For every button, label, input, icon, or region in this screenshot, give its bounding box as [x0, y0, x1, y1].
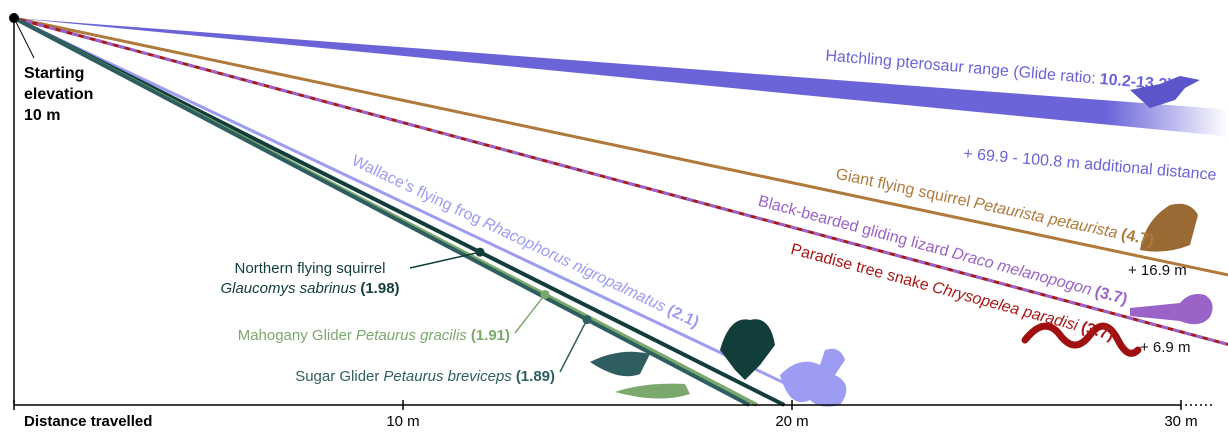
x-tick-label: 30 m — [1164, 413, 1197, 430]
species-name: Giant flying squirrel — [834, 166, 972, 211]
leader-dot — [540, 290, 550, 300]
frog-icon — [780, 348, 847, 407]
pterosaur-icon — [1130, 76, 1200, 108]
glide-ratio-label: (3.7) — [1093, 283, 1129, 308]
start-label: elevation — [24, 86, 93, 103]
species-scientific: Petaurus breviceps — [383, 368, 512, 385]
start-leader — [13, 17, 35, 59]
glide-line — [13, 16, 832, 407]
leader-dot — [475, 247, 485, 257]
x-tick-label: 20 m — [775, 413, 808, 430]
range-name: Hatchling pterosaur range (Glide ratio: — [825, 48, 1097, 88]
lizard-icon — [1130, 294, 1213, 325]
glide-ratio-label: (1.98) — [360, 280, 399, 297]
species-label: Sugar Glider Petaurus breviceps (1.89) — [295, 368, 555, 385]
leader-dot — [582, 315, 592, 325]
leader-line — [514, 294, 546, 334]
glide-ratio-label: (4.7) — [1120, 226, 1156, 249]
northern-squirrel-icon — [720, 319, 775, 380]
x-axis-label: Distance travelled — [24, 413, 152, 430]
extra-distance: + 6.9 m — [1140, 339, 1190, 356]
species-scientific: Petaurus gracilis — [356, 327, 467, 344]
species-scientific: Glaucomys sabrinus — [220, 280, 356, 297]
species-name: Northern flying squirrel — [235, 260, 386, 277]
species-label: Northern flying squirrel Glaucomys sabrin… — [220, 260, 399, 297]
glide-line — [13, 16, 1228, 277]
mahogany-glider-icon — [615, 383, 690, 399]
giant-squirrel-icon — [1140, 203, 1198, 252]
extra-distance: + 16.9 m — [1128, 262, 1187, 279]
species-label: Mahogany Glider Petaurus gracilis (1.91) — [238, 327, 510, 344]
species-name: Sugar Glider — [295, 368, 379, 385]
species-label: Wallace's flying frogRhacophorus nigropa… — [349, 152, 702, 331]
species-name: Wallace's flying frog — [349, 152, 484, 228]
glide-ratio-label: (1.91) — [471, 327, 510, 344]
glide-ratio-label: (2.1) — [665, 302, 702, 331]
leader-line — [409, 251, 481, 269]
glide-ratio-label: (1.89) — [516, 368, 555, 385]
glide-line — [13, 16, 1228, 346]
snake-icon — [1021, 322, 1142, 357]
glide-line — [13, 16, 751, 407]
species-name: Mahogany Glider — [238, 327, 352, 344]
glide-line — [13, 16, 786, 407]
range-band — [14, 18, 1228, 137]
x-tick-label: 10 m — [386, 413, 419, 430]
sugar-glider-icon — [590, 351, 650, 377]
start-label: Starting — [24, 65, 84, 82]
range-extra: + 69.9 - 100.8 m additional distance — [963, 146, 1218, 184]
leader-line — [559, 319, 588, 373]
start-elevation: 10 m — [24, 107, 60, 124]
